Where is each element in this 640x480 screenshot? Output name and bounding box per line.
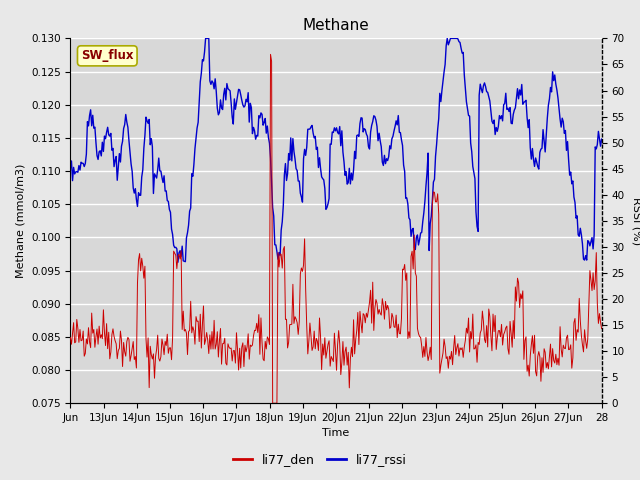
Text: SW_flux: SW_flux xyxy=(81,49,134,62)
X-axis label: Time: Time xyxy=(323,429,349,438)
Legend: li77_den, li77_rssi: li77_den, li77_rssi xyxy=(228,448,412,471)
Y-axis label: Methane (mmol/m3): Methane (mmol/m3) xyxy=(15,164,26,278)
Y-axis label: RSSI (%): RSSI (%) xyxy=(631,197,640,245)
Title: Methane: Methane xyxy=(303,18,369,33)
